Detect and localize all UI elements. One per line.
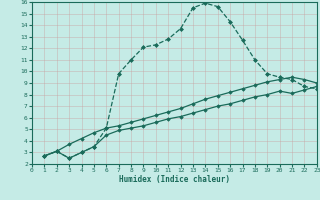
X-axis label: Humidex (Indice chaleur): Humidex (Indice chaleur) — [119, 175, 230, 184]
